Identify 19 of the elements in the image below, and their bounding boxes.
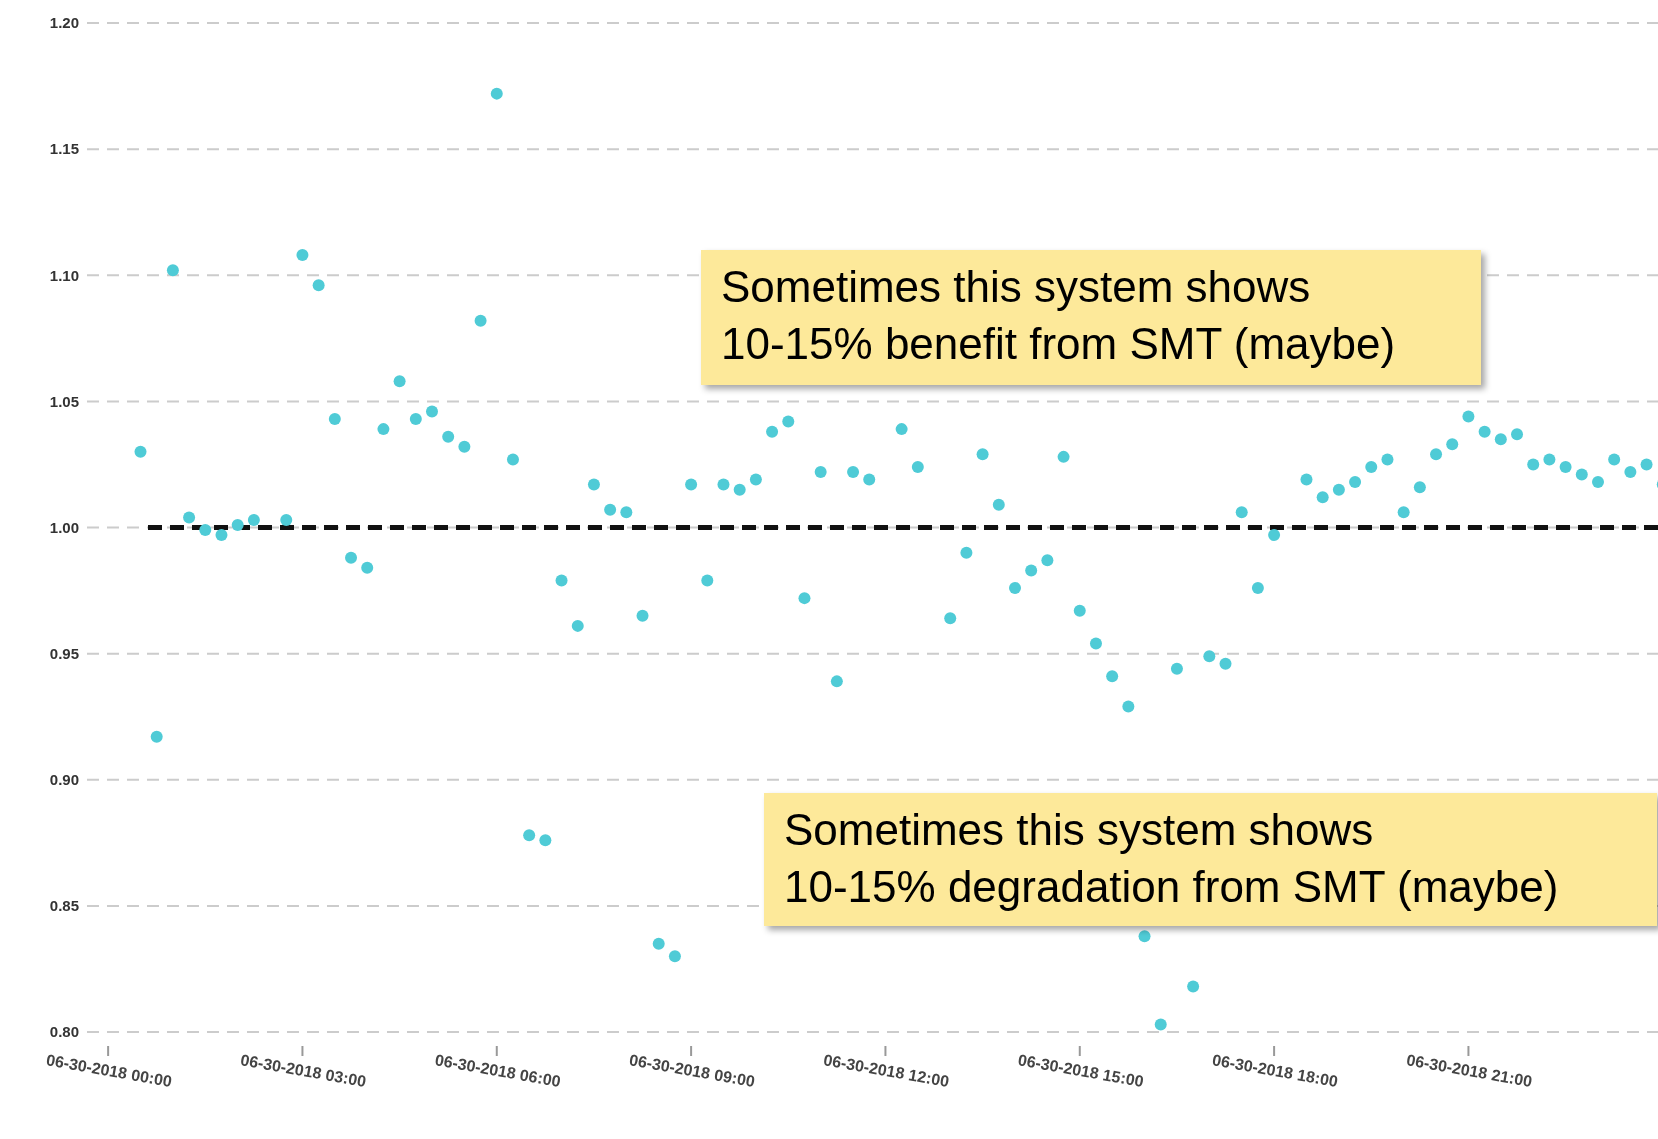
x-tick-label: 06-30-2018 09:00 <box>627 1051 757 1091</box>
x-tick-label: 06-30-2018 00:00 <box>44 1051 174 1091</box>
y-tick-label: 1.00 <box>49 518 79 536</box>
x-tick-label: 06-30-2018 21:00 <box>1405 1051 1534 1091</box>
x-tick-label: 06-30-2018 12:00 <box>822 1051 951 1091</box>
y-tick-label: 1.15 <box>49 140 79 158</box>
annotation: Sometimes this system shows 10-15% degradation from SMT (maybe) <box>784 805 1559 911</box>
annotation: Sometimes this system shows 10-15% benefit from SMT (maybe) <box>721 262 1396 368</box>
y-tick-label: 0.90 <box>49 771 79 788</box>
y-tick-label: 1.10 <box>49 266 79 284</box>
x-tick-label: 06-30-2018 15:00 <box>1016 1051 1145 1091</box>
y-tick-label: 0.95 <box>49 644 79 662</box>
x-tick-label: 06-30-2018 03:00 <box>239 1051 368 1091</box>
y-tick-label: 1.05 <box>49 392 79 410</box>
x-tick-label: 06-30-2018 06:00 <box>433 1051 562 1091</box>
y-tick-label: 1.20 <box>49 14 79 32</box>
y-tick-label: 0.80 <box>49 1023 79 1041</box>
y-tick-label: 0.85 <box>49 897 79 915</box>
x-tick-label: 06-30-2018 18:00 <box>1210 1051 1340 1091</box>
